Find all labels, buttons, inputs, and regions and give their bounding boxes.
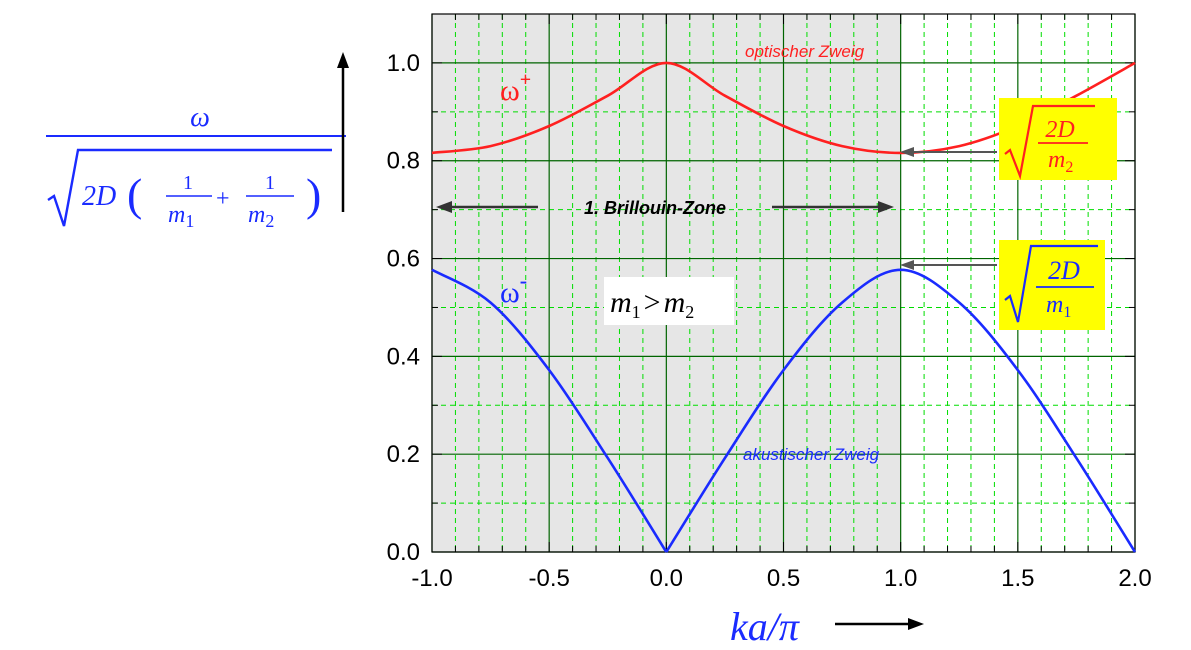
y-tick-label: 0.0: [387, 539, 420, 566]
optical-edge-annotation: 2D m2: [900, 98, 1117, 181]
y-tick-label: 1.0: [387, 50, 420, 77]
x-tick-label: -1.0: [411, 565, 452, 592]
x-tick-label: 0.0: [650, 565, 683, 592]
omega-plus-label: ω+: [500, 69, 531, 107]
brillouin-zone-label: 1. Brillouin-Zone: [584, 198, 726, 218]
y-tick-label: 0.8: [387, 148, 420, 175]
x-tick-label: 1.0: [884, 565, 917, 592]
svg-text:2D: 2D: [82, 181, 116, 212]
svg-text:m1>m2: m1 > m2: [610, 286, 694, 322]
y-tick-label: 0.2: [387, 441, 420, 468]
svg-text:1: 1: [265, 172, 275, 194]
svg-text:+: +: [216, 186, 230, 212]
svg-text:): ): [306, 169, 321, 220]
brillouin-zone-arrow: [436, 201, 894, 213]
y-axis-arrow: [337, 52, 349, 212]
svg-text:ω: ω: [190, 102, 210, 133]
mass-relation-box: m1 > m2: [604, 277, 734, 325]
svg-text:2D: 2D: [1045, 117, 1074, 143]
optical-branch-name: optischer Zweig: [745, 42, 865, 61]
acoustic-edge-annotation: 2D m1: [900, 240, 1105, 330]
y-tick-label: 0.6: [387, 246, 420, 273]
svg-text:m2: m2: [1048, 147, 1073, 176]
y-tick-labels: 0.0 0.2 0.4 0.6 0.8 1.0: [387, 50, 420, 566]
svg-text:m1: m1: [1046, 292, 1071, 321]
x-axis-label: ka/π: [730, 604, 800, 649]
x-tick-labels: -1.0 -0.5 0.0 0.5 1.0 1.5 2.0: [411, 565, 1151, 592]
plot-frame: [431, 13, 1136, 553]
svg-text:(: (: [127, 169, 142, 220]
acoustic-branch-line: [431, 268, 1137, 553]
svg-text:m2: m2: [248, 202, 274, 231]
x-tick-label: -0.5: [528, 565, 569, 592]
svg-text:2D: 2D: [1048, 256, 1080, 285]
y-tick-label: 0.4: [387, 343, 420, 370]
omega-minus-label: ω-: [500, 268, 527, 309]
x-tick-label: 0.5: [767, 565, 800, 592]
x-tick-label: 1.5: [1001, 565, 1034, 592]
svg-text:m1: m1: [168, 202, 194, 231]
y-axis-label: ω 2D ( 1 m1 + 1 m2 ): [46, 102, 346, 231]
x-tick-label: 2.0: [1118, 565, 1151, 592]
acoustic-branch-name: akustischer Zweig: [743, 445, 880, 464]
svg-text:1: 1: [183, 172, 193, 194]
x-axis-arrow: [835, 618, 924, 630]
